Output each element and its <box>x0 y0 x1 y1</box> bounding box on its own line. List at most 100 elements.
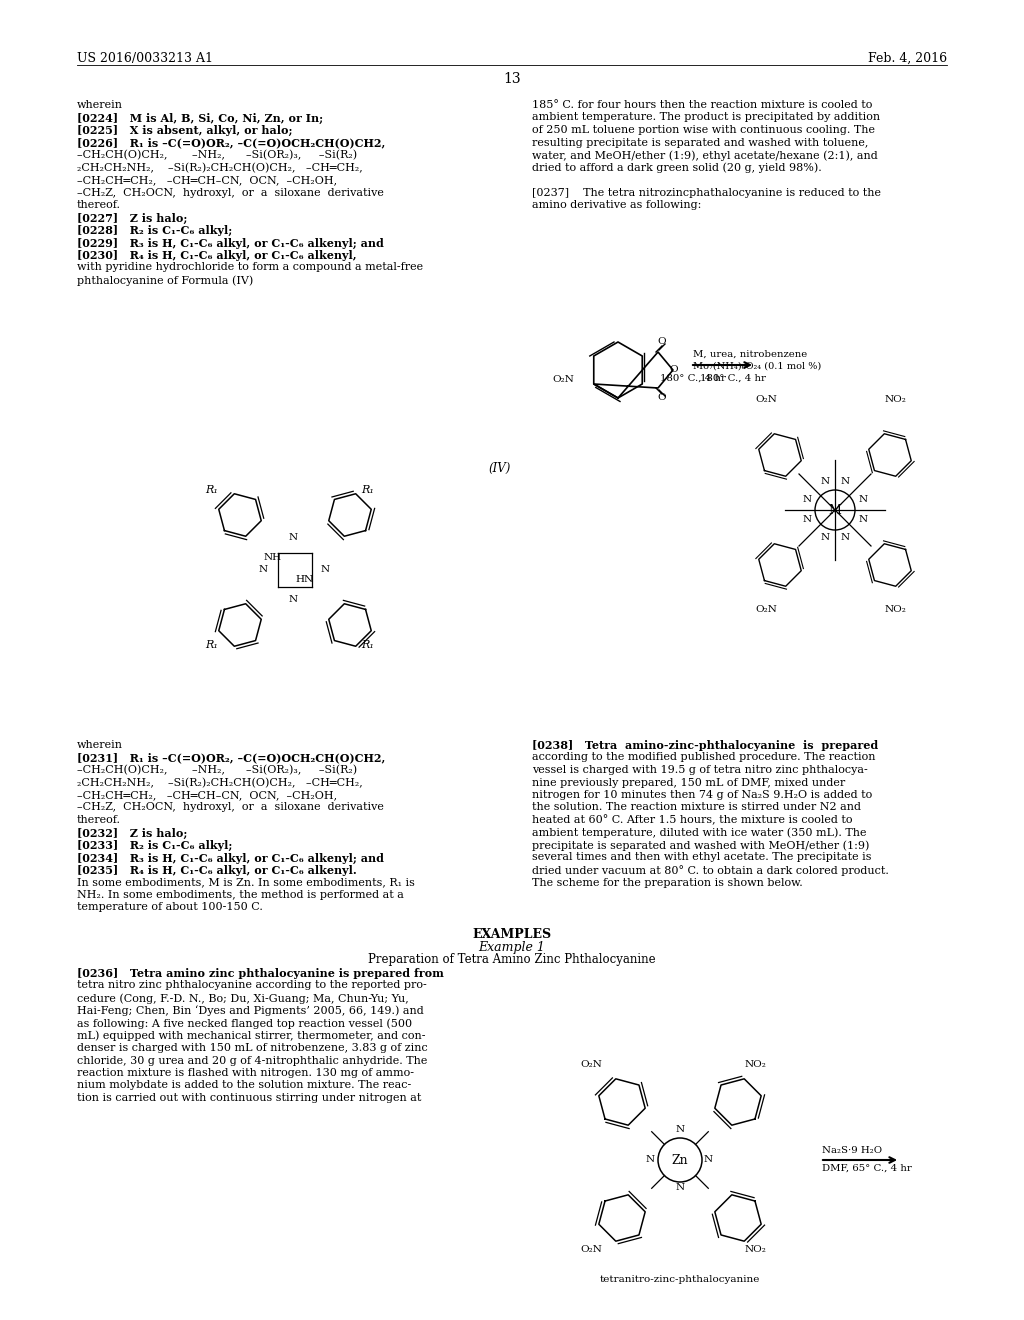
Text: [0230]   R₄ is H, C₁-C₆ alkyl, or C₁-C₆ alkenyl,: [0230] R₄ is H, C₁-C₆ alkyl, or C₁-C₆ al… <box>77 249 356 261</box>
Text: N: N <box>858 516 867 524</box>
Text: EXAMPLES: EXAMPLES <box>472 928 552 941</box>
Text: tetranitro-zinc-phthalocyanine: tetranitro-zinc-phthalocyanine <box>600 1275 760 1284</box>
Text: O₂N: O₂N <box>580 1060 602 1069</box>
Text: thereof.: thereof. <box>77 814 121 825</box>
Text: –CH₂Z,  CH₂OCN,  hydroxyl,  or  a  siloxane  derivative: –CH₂Z, CH₂OCN, hydroxyl, or a siloxane d… <box>77 187 384 198</box>
Text: Hai-Feng; Chen, Bin ‘Dyes and Pigments’ 2005, 66, 149.) and: Hai-Feng; Chen, Bin ‘Dyes and Pigments’ … <box>77 1006 424 1016</box>
Text: precipitate is separated and washed with MeOH/ether (1:9): precipitate is separated and washed with… <box>532 840 869 850</box>
Text: N: N <box>289 533 298 543</box>
Text: ambient temperature. The product is precipitated by addition: ambient temperature. The product is prec… <box>532 112 880 123</box>
Text: [0224]   M is Al, B, Si, Co, Ni, Zn, or In;: [0224] M is Al, B, Si, Co, Ni, Zn, or In… <box>77 112 324 124</box>
Text: N: N <box>258 565 267 574</box>
Text: [0227]   Z is halo;: [0227] Z is halo; <box>77 213 187 223</box>
Text: R₁: R₁ <box>206 484 218 495</box>
Text: denser is charged with 150 mL of nitrobenzene, 3.83 g of zinc: denser is charged with 150 mL of nitrobe… <box>77 1043 428 1053</box>
Text: Example 1: Example 1 <box>478 940 546 953</box>
Text: N: N <box>289 595 298 605</box>
Text: R₁: R₁ <box>361 640 375 649</box>
Text: wherein: wherein <box>77 100 123 110</box>
Text: wherein: wherein <box>77 741 123 750</box>
Text: O: O <box>657 393 667 403</box>
Text: thereof.: thereof. <box>77 201 121 210</box>
Text: [0236]   Tetra amino zinc phthalocyanine is prepared from: [0236] Tetra amino zinc phthalocyanine i… <box>77 968 443 979</box>
Text: as following: A five necked flanged top reaction vessel (500: as following: A five necked flanged top … <box>77 1018 412 1028</box>
Text: [0225]   X is absent, alkyl, or halo;: [0225] X is absent, alkyl, or halo; <box>77 125 293 136</box>
Text: Mo₇(NH₄)₆O₂₄ (0.1 mol %): Mo₇(NH₄)₆O₂₄ (0.1 mol %) <box>693 362 821 371</box>
Text: Feb. 4, 2016: Feb. 4, 2016 <box>868 51 947 65</box>
Text: nium molybdate is added to the solution mixture. The reac-: nium molybdate is added to the solution … <box>77 1081 412 1090</box>
Text: reaction mixture is flashed with nitrogen. 130 mg of ammo-: reaction mixture is flashed with nitroge… <box>77 1068 414 1078</box>
Text: several times and then with ethyl acetate. The precipitate is: several times and then with ethyl acetat… <box>532 853 871 862</box>
Text: according to the modified published procedure. The reaction: according to the modified published proc… <box>532 752 876 763</box>
Text: [0233]   R₂ is C₁-C₆ alkyl;: [0233] R₂ is C₁-C₆ alkyl; <box>77 840 232 851</box>
Text: ambient temperature, diluted with ice water (350 mL). The: ambient temperature, diluted with ice wa… <box>532 828 866 838</box>
Text: NH₂. In some embodiments, the method is performed at a: NH₂. In some embodiments, the method is … <box>77 890 403 900</box>
Text: temperature of about 100-150 C.: temperature of about 100-150 C. <box>77 903 263 912</box>
Text: [0235]   R₄ is H, C₁-C₆ alkyl, or C₁-C₆ alkenyl.: [0235] R₄ is H, C₁-C₆ alkyl, or C₁-C₆ al… <box>77 865 356 876</box>
Text: dried to afford a dark green solid (20 g, yield 98%).: dried to afford a dark green solid (20 g… <box>532 162 821 173</box>
Text: HN: HN <box>296 576 314 585</box>
Text: 13: 13 <box>503 73 521 86</box>
Text: M, urea, nitrobenzene: M, urea, nitrobenzene <box>693 350 807 359</box>
Text: 180° C., 4 hr: 180° C., 4 hr <box>700 374 766 383</box>
Text: 185° C. for four hours then the reaction mixture is cooled to: 185° C. for four hours then the reaction… <box>532 100 872 110</box>
Text: (IV): (IV) <box>488 462 510 475</box>
Text: 180° C., 4 hr: 180° C., 4 hr <box>660 374 726 383</box>
Text: US 2016/0033213 A1: US 2016/0033213 A1 <box>77 51 213 65</box>
Text: –CH₂CH═CH₂,   –CH═CH–CN,  OCN,  –CH₂OH,: –CH₂CH═CH₂, –CH═CH–CN, OCN, –CH₂OH, <box>77 789 337 800</box>
Text: –CH₂CH═CH₂,   –CH═CH–CN,  OCN,  –CH₂OH,: –CH₂CH═CH₂, –CH═CH–CN, OCN, –CH₂OH, <box>77 176 337 185</box>
Text: N: N <box>841 478 850 487</box>
Text: [0228]   R₂ is C₁-C₆ alkyl;: [0228] R₂ is C₁-C₆ alkyl; <box>77 224 232 236</box>
Text: tion is carried out with continuous stirring under nitrogen at: tion is carried out with continuous stir… <box>77 1093 421 1104</box>
Text: –CH₂CH(O)CH₂,       –NH₂,      –Si(OR₂)₃,     –Si(R₂): –CH₂CH(O)CH₂, –NH₂, –Si(OR₂)₃, –Si(R₂) <box>77 766 357 775</box>
Text: N: N <box>676 1126 685 1134</box>
Text: nitrogen for 10 minutes then 74 g of Na₂S 9.H₂O is added to: nitrogen for 10 minutes then 74 g of Na₂… <box>532 789 872 800</box>
Text: N: N <box>820 478 829 487</box>
Text: tetra nitro zinc phthalocyanine according to the reported pro-: tetra nitro zinc phthalocyanine accordin… <box>77 981 427 990</box>
Text: O₂N: O₂N <box>755 605 777 614</box>
Text: Na₂S·9 H₂O: Na₂S·9 H₂O <box>822 1146 882 1155</box>
Text: of 250 mL toluene portion wise with continuous cooling. The: of 250 mL toluene portion wise with cont… <box>532 125 874 135</box>
Text: O: O <box>670 366 678 375</box>
Text: water, and MeOH/ether (1:9), ethyl acetate/hexane (2:1), and: water, and MeOH/ether (1:9), ethyl aceta… <box>532 150 878 161</box>
Text: [0232]   Z is halo;: [0232] Z is halo; <box>77 828 187 838</box>
Text: N: N <box>841 533 850 543</box>
Text: [0231]   R₁ is –C(=O)OR₂, –C(=O)OCH₂CH(O)CH2,: [0231] R₁ is –C(=O)OR₂, –C(=O)OCH₂CH(O)C… <box>77 752 385 763</box>
Text: –CH₂Z,  CH₂OCN,  hydroxyl,  or  a  siloxane  derivative: –CH₂Z, CH₂OCN, hydroxyl, or a siloxane d… <box>77 803 384 813</box>
Text: mL) equipped with mechanical stirrer, thermometer, and con-: mL) equipped with mechanical stirrer, th… <box>77 1031 426 1041</box>
Text: vessel is charged with 19.5 g of tetra nitro zinc phthalocya-: vessel is charged with 19.5 g of tetra n… <box>532 766 867 775</box>
Text: NO₂: NO₂ <box>885 605 907 614</box>
Text: amino derivative as following:: amino derivative as following: <box>532 201 701 210</box>
Text: [0234]   R₃ is H, C₁-C₆ alkyl, or C₁-C₆ alkenyl; and: [0234] R₃ is H, C₁-C₆ alkyl, or C₁-C₆ al… <box>77 853 384 863</box>
Text: [0226]   R₁ is –C(=O)OR₂, –C(=O)OCH₂CH(O)CH2,: [0226] R₁ is –C(=O)OR₂, –C(=O)OCH₂CH(O)C… <box>77 137 385 149</box>
Text: N: N <box>645 1155 654 1164</box>
Text: [0238]   Tetra  amino-zinc-phthalocyanine  is  prepared: [0238] Tetra amino-zinc-phthalocyanine i… <box>532 741 879 751</box>
Text: N: N <box>676 1184 685 1192</box>
Text: In some embodiments, M is Zn. In some embodiments, R₁ is: In some embodiments, M is Zn. In some em… <box>77 878 415 887</box>
Text: R₁: R₁ <box>361 484 375 495</box>
Text: [0237]    The tetra nitrozincphathalocyanine is reduced to the: [0237] The tetra nitrozincphathalocyanin… <box>532 187 881 198</box>
Text: O₂N: O₂N <box>580 1245 602 1254</box>
Text: phthalocyanine of Formula (IV): phthalocyanine of Formula (IV) <box>77 275 253 285</box>
Text: O₂N: O₂N <box>552 375 574 384</box>
Text: O₂N: O₂N <box>755 395 777 404</box>
Text: chloride, 30 g urea and 20 g of 4-nitrophthalic anhydride. The: chloride, 30 g urea and 20 g of 4-nitrop… <box>77 1056 427 1065</box>
Text: nine previously prepared, 150 mL of DMF, mixed under: nine previously prepared, 150 mL of DMF,… <box>532 777 845 788</box>
Text: N: N <box>858 495 867 504</box>
Text: ₂CH₂CH₂NH₂,    –Si(R₂)₂CH₂CH(O)CH₂,   –CH═CH₂,: ₂CH₂CH₂NH₂, –Si(R₂)₂CH₂CH(O)CH₂, –CH═CH₂… <box>77 777 362 788</box>
Text: NO₂: NO₂ <box>745 1245 767 1254</box>
Text: The scheme for the preparation is shown below.: The scheme for the preparation is shown … <box>532 878 803 887</box>
Text: DMF, 65° C., 4 hr: DMF, 65° C., 4 hr <box>822 1164 911 1173</box>
Text: [0229]   R₃ is H, C₁-C₆ alkyl, or C₁-C₆ alkenyl; and: [0229] R₃ is H, C₁-C₆ alkyl, or C₁-C₆ al… <box>77 238 384 248</box>
Text: resulting precipitate is separated and washed with toluene,: resulting precipitate is separated and w… <box>532 137 868 148</box>
Text: dried under vacuum at 80° C. to obtain a dark colored product.: dried under vacuum at 80° C. to obtain a… <box>532 865 889 876</box>
Text: ₂CH₂CH₂NH₂,    –Si(R₂)₂CH₂CH(O)CH₂,   –CH═CH₂,: ₂CH₂CH₂NH₂, –Si(R₂)₂CH₂CH(O)CH₂, –CH═CH₂… <box>77 162 362 173</box>
Text: NO₂: NO₂ <box>885 395 907 404</box>
Text: heated at 60° C. After 1.5 hours, the mixture is cooled to: heated at 60° C. After 1.5 hours, the mi… <box>532 814 853 825</box>
Text: Zn: Zn <box>672 1154 688 1167</box>
Text: M: M <box>828 503 842 516</box>
Text: R₁: R₁ <box>206 640 218 649</box>
Text: N: N <box>803 516 812 524</box>
Text: the solution. The reaction mixture is stirred under N2 and: the solution. The reaction mixture is st… <box>532 803 861 813</box>
Text: –CH₂CH(O)CH₂,       –NH₂,      –Si(OR₂)₃,     –Si(R₂): –CH₂CH(O)CH₂, –NH₂, –Si(OR₂)₃, –Si(R₂) <box>77 150 357 160</box>
